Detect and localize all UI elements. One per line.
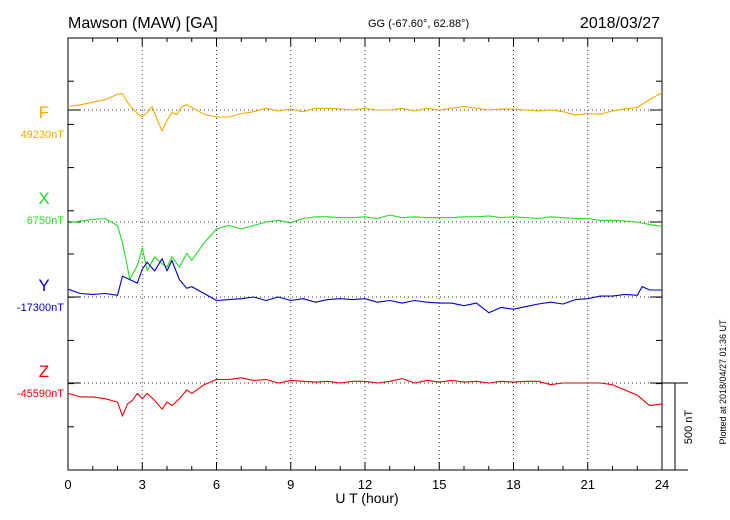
series-labels: F 49230nT X 6750nT Y -17300nT Z -45590nT (17, 103, 64, 400)
scale-bar: 500 nT (662, 382, 695, 471)
series-baseline-f: 49230nT (21, 129, 65, 141)
series-name-x: X (38, 189, 49, 208)
x-axis-title: U T (hour) (335, 490, 398, 506)
scale-bar-label: 500 nT (683, 410, 695, 445)
x-tick-label-0: 0 (64, 477, 71, 492)
x-tick-label-6: 6 (213, 477, 220, 492)
trace-y (67, 258, 662, 314)
series-name-f: F (39, 103, 49, 122)
x-tick-label-15: 15 (432, 477, 446, 492)
traces (67, 92, 663, 417)
x-tick-label-18: 18 (506, 477, 520, 492)
station-title: Mawson (MAW) [GA] (68, 15, 218, 32)
series-name-z: Z (39, 362, 49, 381)
coords-label: GG (-67.60°, 62.88°) (368, 18, 469, 30)
x-tick-label-21: 21 (581, 477, 595, 492)
series-baseline-y: -17300nT (17, 302, 64, 314)
grid-lines (141, 38, 589, 470)
x-tick-label-12: 12 (358, 477, 372, 492)
series-baseline-z: -45590nT (17, 388, 64, 400)
axis-ticks (67, 37, 663, 471)
trace-x (67, 214, 663, 280)
x-tick-label-3: 3 (139, 477, 146, 492)
plotted-at-label: Plotted at 2018/04/27 01:36 UT (718, 319, 728, 445)
series-name-y: Y (38, 276, 49, 295)
x-tick-labels: 0 3 6 9 12 15 18 21 24 (64, 477, 669, 492)
x-tick-label-24: 24 (655, 477, 669, 492)
date-label: 2018/03/27 (580, 15, 660, 32)
x-tick-label-9: 9 (287, 477, 294, 492)
trace-f (67, 92, 663, 132)
series-baseline-x: 6750nT (27, 215, 65, 227)
trace-z (67, 377, 663, 417)
